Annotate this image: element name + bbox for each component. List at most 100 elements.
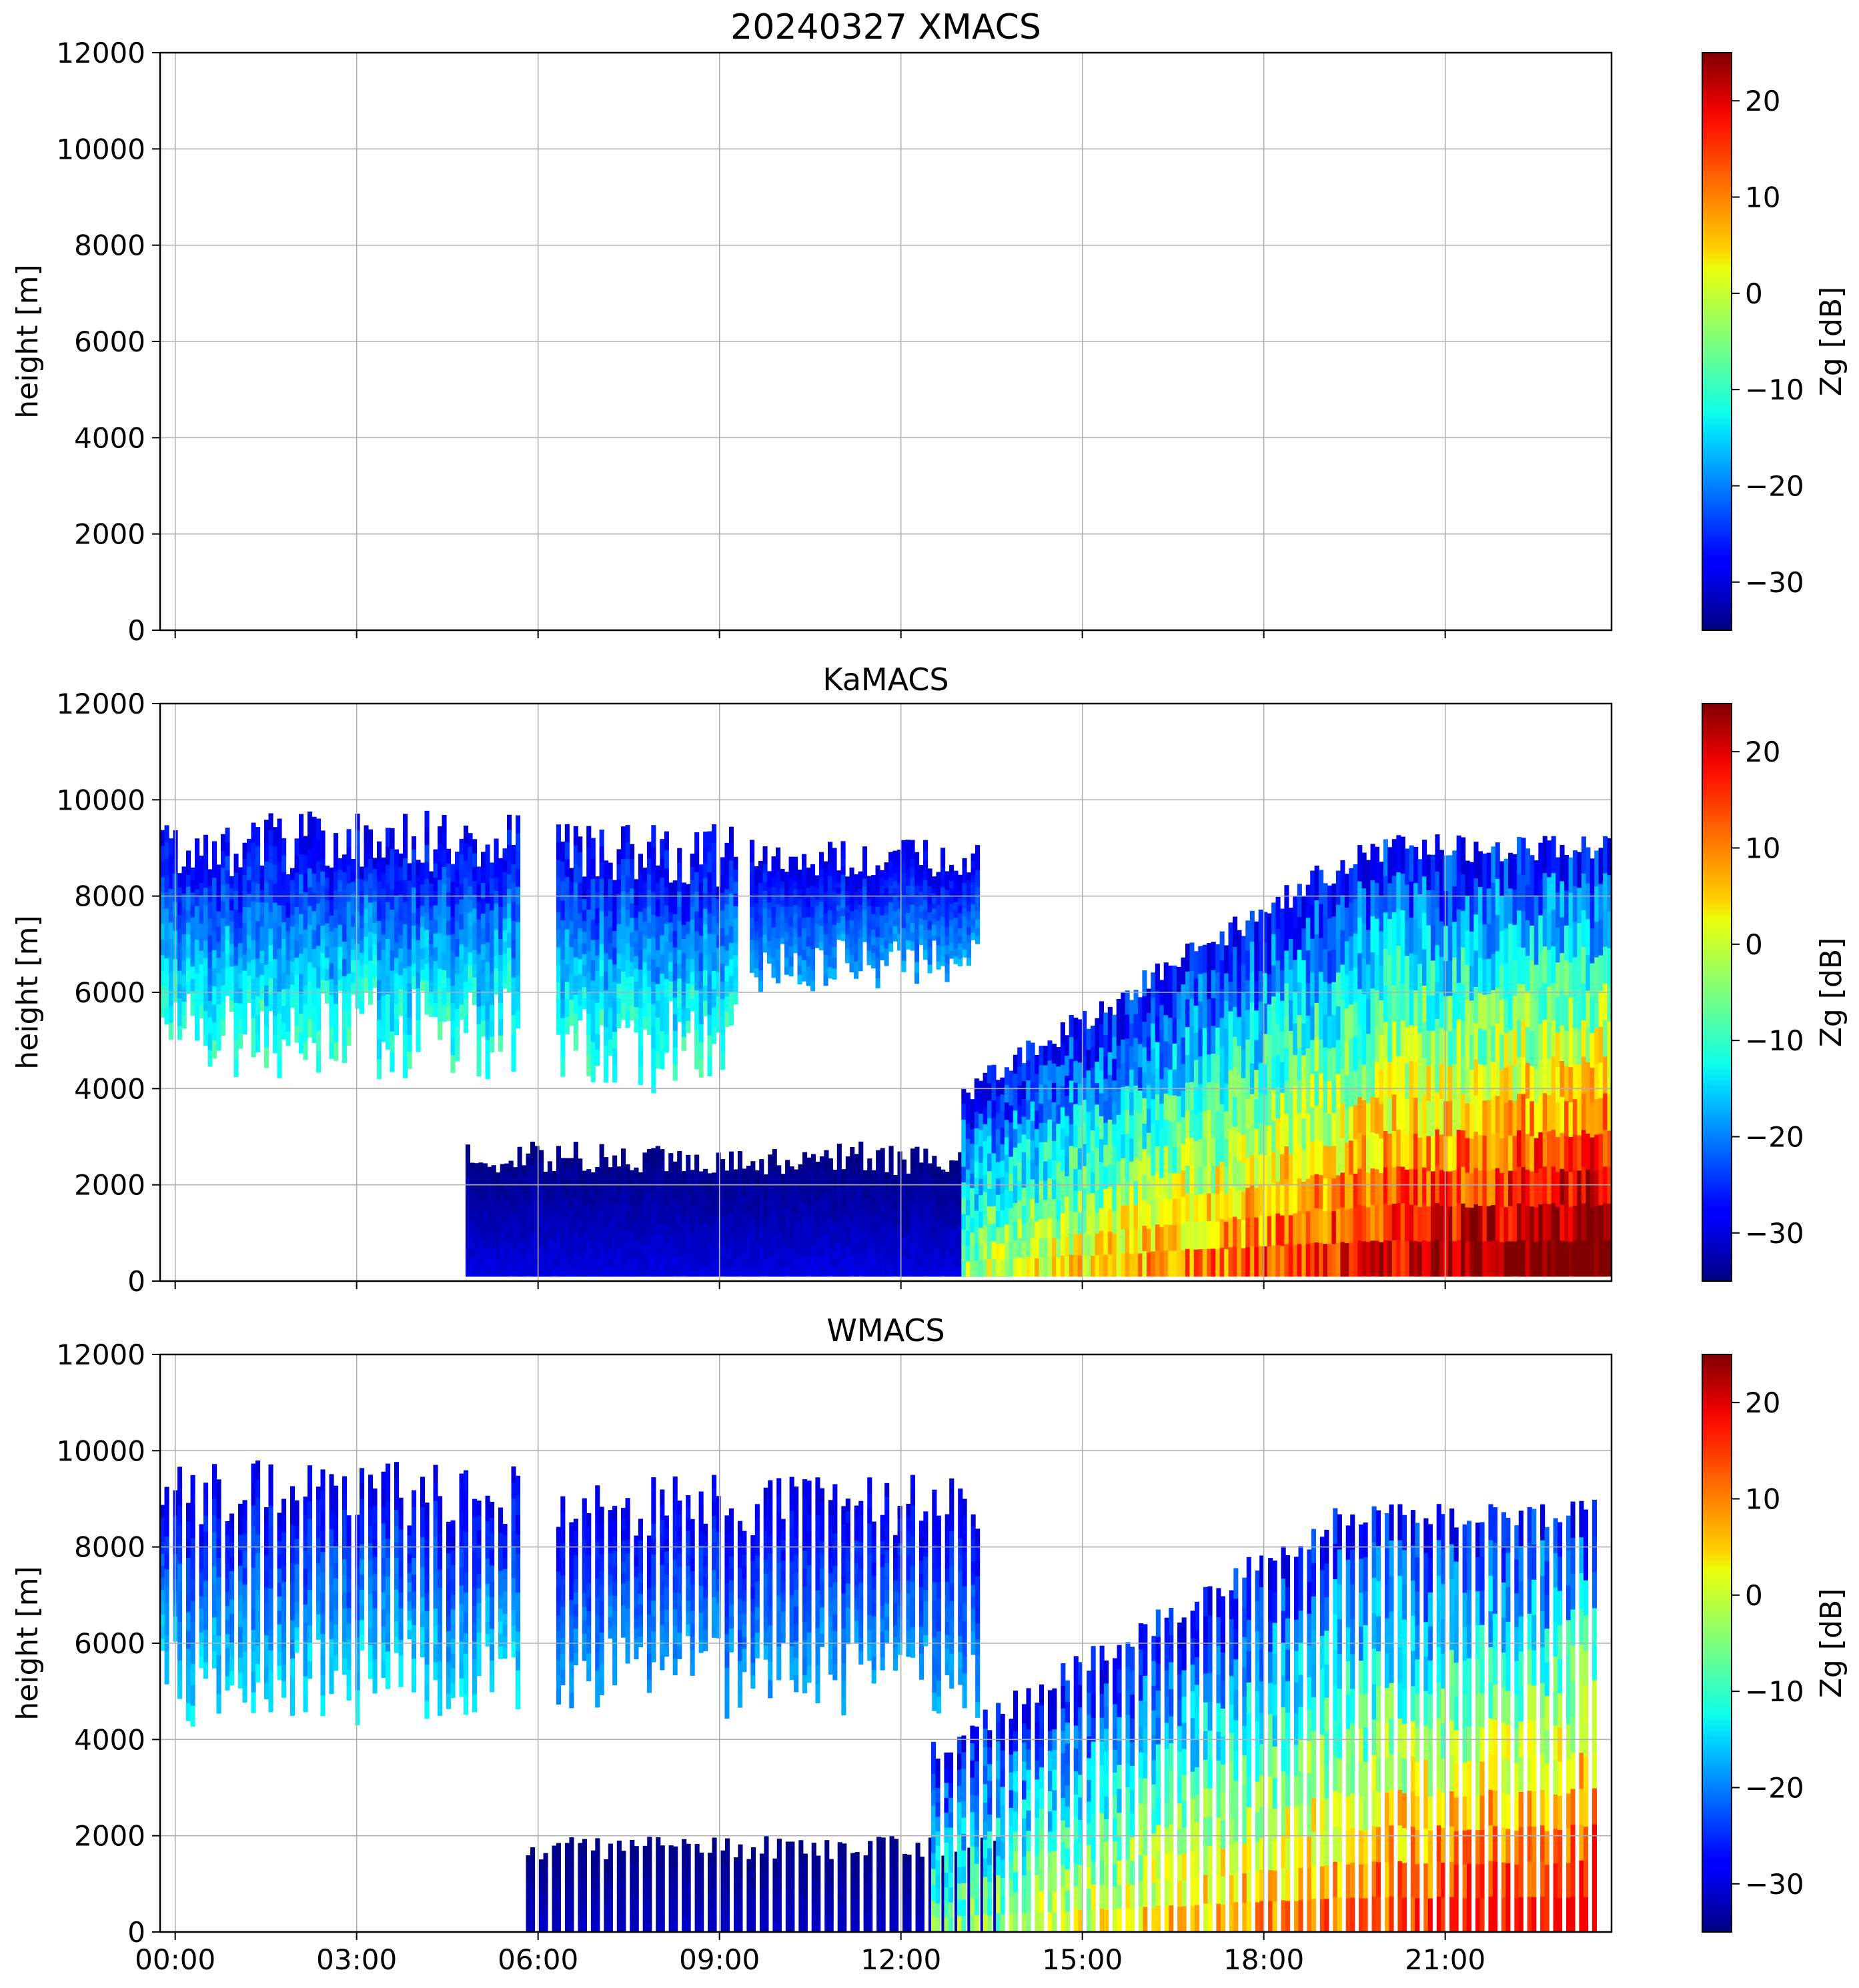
y-tick-label: 4000: [74, 421, 145, 454]
echo-cell: [841, 1186, 846, 1196]
echo-cell: [472, 949, 478, 964]
echo-cell: [668, 932, 674, 942]
echo-cell: [530, 1242, 536, 1254]
echo-cell: [1035, 1092, 1040, 1111]
echo-cell: [1056, 1085, 1061, 1105]
echo-cell: [646, 1223, 652, 1234]
echo-cell: [941, 916, 946, 927]
echo-cell: [724, 950, 730, 966]
echo-cell: [646, 1202, 652, 1213]
echo-cell: [949, 1266, 955, 1277]
echo-cell: [1116, 1206, 1121, 1230]
echo-cell: [707, 1035, 712, 1056]
echo-cell: [970, 1246, 975, 1262]
echo-cell: [526, 1214, 531, 1226]
echo-cell: [1099, 1092, 1104, 1116]
echo-cell: [1293, 1149, 1298, 1182]
echo-cell: [1323, 1014, 1328, 1048]
echo-cell: [459, 869, 464, 885]
echo-cell: [472, 936, 478, 950]
echo-cell: [599, 846, 604, 863]
echo-cell: [932, 924, 937, 930]
echo-cell: [578, 912, 583, 929]
echo-cell: [923, 870, 928, 880]
echo-cell: [780, 894, 785, 901]
colorbar-tick-label: 0: [1745, 277, 1763, 310]
echo-cell: [858, 1208, 864, 1221]
echo-cell: [724, 1223, 730, 1233]
echo-cell: [578, 1266, 583, 1277]
echo-cell: [991, 1170, 997, 1189]
echo-cell: [1151, 972, 1156, 998]
echo-cell: [1249, 1246, 1255, 1277]
echo-cell: [1349, 936, 1354, 971]
echo-cell: [845, 1186, 850, 1197]
echo-cell: [1400, 836, 1405, 874]
echo-cell: [429, 895, 434, 908]
echo-cell: [965, 1260, 971, 1277]
echo-cell: [199, 964, 204, 978]
echo-cell: [416, 1003, 421, 1020]
echo-cell: [377, 980, 382, 1000]
echo-cell: [776, 971, 781, 984]
echo-cell: [703, 985, 708, 1001]
echo-cell: [221, 850, 226, 868]
echo-cell: [368, 873, 374, 888]
echo-cell: [582, 942, 587, 954]
echo-cell: [221, 985, 226, 1002]
echo-cell: [970, 1158, 975, 1174]
echo-cell: [967, 950, 972, 958]
echo-cell: [1400, 873, 1405, 910]
echo-cell: [703, 1000, 708, 1016]
echo-cell: [612, 897, 618, 914]
echo-cell: [1138, 1230, 1143, 1254]
echo-cell: [485, 844, 490, 865]
echo-cell: [1095, 1082, 1100, 1105]
echo-cell: [840, 866, 846, 875]
echo-cell: [268, 846, 273, 864]
echo-cell: [630, 1005, 635, 1021]
echo-cell: [207, 1016, 213, 1034]
echo-cell: [828, 1168, 833, 1178]
echo-cell: [511, 1014, 516, 1034]
echo-cell: [858, 1254, 864, 1266]
echo-cell: [1138, 1066, 1143, 1091]
echo-cell: [1082, 1099, 1087, 1122]
echo-cell: [840, 874, 846, 883]
echo-cell: [979, 1113, 984, 1130]
echo-cell: [476, 1058, 482, 1077]
echo-cell: [967, 957, 972, 966]
echo-cell: [429, 968, 434, 981]
echo-cell: [1146, 1132, 1151, 1157]
echo-cell: [1405, 1026, 1410, 1063]
echo-cell: [1288, 969, 1293, 1000]
echo-cell: [1293, 1212, 1298, 1245]
echo-cell: [840, 841, 846, 850]
echo-cell: [564, 929, 570, 947]
echo-cell: [433, 905, 438, 920]
echo-cell: [875, 978, 880, 989]
echo-cell: [1357, 1060, 1363, 1097]
echo-cell: [655, 1034, 660, 1052]
echo-cell: [720, 1052, 726, 1070]
echo-cell: [1193, 1032, 1199, 1060]
echo-cell: [608, 1039, 613, 1056]
echo-cell: [1142, 1148, 1147, 1175]
echo-cell: [238, 958, 243, 974]
echo-cell: [1146, 1228, 1151, 1253]
echo-cell: [987, 1241, 993, 1259]
echo-cell: [599, 1008, 604, 1026]
echo-cell: [776, 1184, 782, 1194]
echo-cell: [1133, 1252, 1139, 1277]
echo-cell: [578, 1256, 583, 1267]
echo-cell: [967, 880, 972, 888]
echo-cell: [490, 957, 495, 974]
echo-cell: [516, 815, 521, 834]
echo-cell: [918, 918, 924, 926]
echo-cell: [1086, 1111, 1091, 1132]
echo-cell: [660, 1223, 665, 1234]
echo-cell: [902, 1188, 907, 1199]
echo-cell: [616, 938, 622, 954]
echo-cell: [819, 868, 824, 877]
